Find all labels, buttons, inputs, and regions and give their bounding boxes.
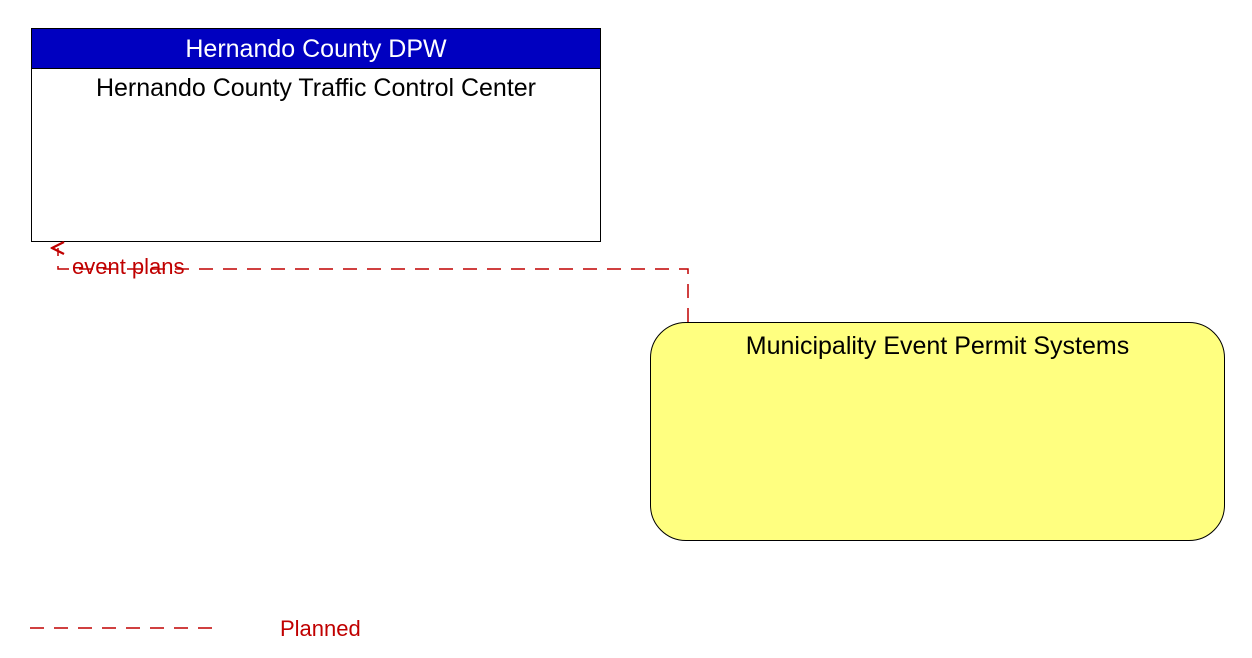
node-body: Hernando County Traffic Control Center (32, 69, 600, 241)
edge-label: event plans (72, 254, 185, 280)
node2-text: Municipality Event Permit Systems (746, 332, 1129, 360)
edge-label-text: event plans (72, 254, 185, 279)
legend-label: Planned (280, 616, 361, 642)
node-traffic-control-center: Hernando County DPW Hernando County Traf… (31, 28, 601, 242)
legend-label-text: Planned (280, 616, 361, 641)
node-body-text: Hernando County Traffic Control Center (96, 74, 536, 102)
node-header: Hernando County DPW (32, 29, 600, 69)
node-municipality-permit-systems: Municipality Event Permit Systems (650, 322, 1225, 541)
node-header-text: Hernando County DPW (185, 35, 446, 63)
